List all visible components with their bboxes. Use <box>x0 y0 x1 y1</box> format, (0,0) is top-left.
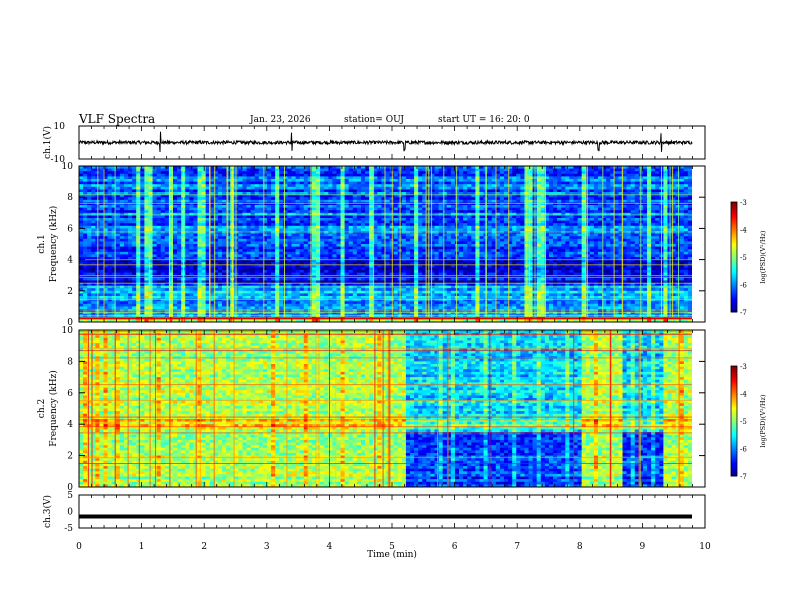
ch2-ytick-label-1: 2 <box>67 452 73 462</box>
ch1-ylabel-frequency: Frequency (kHz) <box>48 206 59 283</box>
ch2-colorbar-tick-4: -7 <box>740 473 747 481</box>
ch2-colorbar-tick-3: -6 <box>740 446 747 454</box>
station-label: station= OUJ <box>344 115 405 125</box>
xtick-label-4: 4 <box>327 542 333 552</box>
ch2-colorbar-tick-0: -3 <box>740 363 747 371</box>
ch2-ylabel-channel: ch.2 <box>37 399 47 418</box>
ch1-colorbar-tick-0: -3 <box>740 199 747 207</box>
ch1-ytick-label-1: 2 <box>67 287 73 297</box>
xtick-label-10: 10 <box>699 542 711 552</box>
start-time-label: start UT = 16: 20: 0 <box>438 115 530 125</box>
ch1-ytick-label-1: -10 <box>51 155 66 165</box>
xtick-label-7: 7 <box>514 542 520 552</box>
ch2-colorbar-tick-1: -4 <box>740 391 747 399</box>
ch2-ytick-label-5: 10 <box>62 326 74 336</box>
ch2-colorbar <box>731 366 737 477</box>
ch1-spectrogram-heatmap <box>79 166 693 323</box>
ch1-colorbar-tick-2: -5 <box>740 254 747 262</box>
ch2-ytick-label-4: 8 <box>67 357 73 367</box>
xtick-label-0: 0 <box>76 542 82 552</box>
date-label: Jan. 23, 2026 <box>250 115 311 125</box>
ch1-ytick-label-2: 4 <box>67 256 73 266</box>
ch2-ytick-label-3: 6 <box>67 389 73 399</box>
ch2-colorbar-tick-2: -5 <box>740 418 747 426</box>
xtick-label-1: 1 <box>139 542 145 552</box>
ch3-ytick-label-1: 0 <box>67 508 73 518</box>
ch3-ytick-label-0: 5 <box>67 491 73 501</box>
ch1-colorbar-tick-1: -4 <box>740 227 747 235</box>
ch2-spectrogram-heatmap <box>79 330 693 488</box>
ch2-colorbar-label: log(PSD)(V²/Hz) <box>759 394 767 447</box>
ch1-spectrogram-empty-region <box>692 166 705 322</box>
ch1-waveform-line <box>78 131 693 153</box>
ch2-ytick-label-0: 0 <box>67 483 73 493</box>
xtick-label-2: 2 <box>201 542 207 552</box>
xtick-label-8: 8 <box>577 542 583 552</box>
ch2-colorbar-frame <box>730 365 738 477</box>
ch1-ytick-label-3: 6 <box>67 224 73 234</box>
ch3-waveform-ylabel: ch.3(V) <box>42 495 53 528</box>
ch1-colorbar-tick-3: -6 <box>740 282 747 290</box>
ch1-colorbar-frame <box>730 201 738 313</box>
ch3-ytick-label-2: -5 <box>64 524 73 534</box>
xtick-label-9: 9 <box>640 542 646 552</box>
ch1-ylabel-channel: ch.1 <box>37 234 47 253</box>
ch2-ytick-label-2: 4 <box>67 420 73 430</box>
ch1-ytick-label-0: 0 <box>67 318 73 328</box>
x-axis-label: Time (min) <box>367 549 417 560</box>
xtick-label-6: 6 <box>452 542 458 552</box>
ch2-spectrogram-empty-region <box>692 330 705 487</box>
ch1-colorbar-tick-4: -7 <box>740 309 747 317</box>
ch1-ytick-label-0: 10 <box>54 122 66 132</box>
ch1-ytick-label-4: 8 <box>67 193 73 203</box>
ch2-ylabel-frequency: Frequency (kHz) <box>48 370 59 447</box>
ch1-colorbar <box>731 202 737 313</box>
ch1-waveform-ylabel: ch.1(V) <box>42 126 53 159</box>
xtick-label-3: 3 <box>264 542 270 552</box>
ch1-ytick-label-5: 10 <box>62 162 74 172</box>
ch1-colorbar-label: log(PSD)(V²/Hz) <box>759 230 767 283</box>
figure-title: VLF Spectra <box>79 112 156 126</box>
xtick-label-5: 5 <box>389 542 395 552</box>
